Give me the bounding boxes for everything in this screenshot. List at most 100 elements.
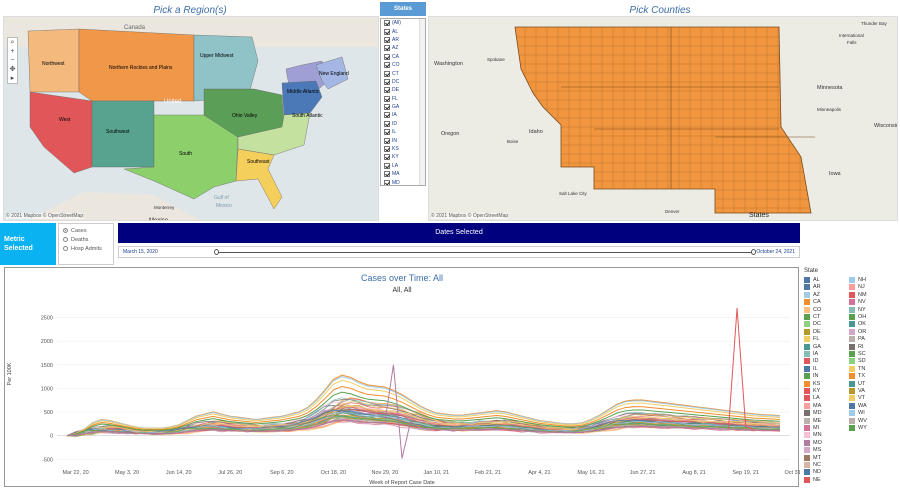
zoom-in-icon[interactable]: + [10,48,15,55]
legend-item-or[interactable]: OR [849,328,866,335]
checkbox-checked-icon[interactable] [384,36,390,43]
legend-item-sc[interactable]: SC [849,351,866,357]
checkbox-checked-icon[interactable] [384,78,390,85]
series-peak-line-mo[interactable] [66,364,781,459]
legend-item-mi[interactable]: MI [804,425,819,431]
state-filter-item[interactable]: FL [381,95,425,103]
legend-item-wy[interactable]: WY [849,425,867,431]
legend-item-nh[interactable]: NH [849,277,866,283]
slider-handle-start[interactable] [214,249,219,255]
state-filter-item[interactable]: MA [381,170,425,178]
map-zoom-controls[interactable]: ⌕ + − ✥ ▸ [7,37,18,84]
region-middle-atlantic[interactable] [281,80,323,116]
series-line-vt[interactable] [66,401,781,437]
legend-item-ca[interactable]: CA [804,299,821,306]
checkbox-checked-icon[interactable] [384,20,390,27]
checkbox-checked-icon[interactable] [384,146,390,153]
state-filter-item[interactable]: (All) [381,19,425,27]
states-filter-header[interactable]: States [380,2,426,16]
metric-option-hosp-admits[interactable]: Hosp Admits [63,244,109,253]
checkbox-checked-icon[interactable] [384,104,390,111]
legend-item-il[interactable]: IL [804,365,818,372]
state-filter-item[interactable]: ID [381,120,425,128]
state-filter-item[interactable]: DC [381,78,425,86]
state-filter-item[interactable]: MD [381,178,425,185]
states-scrollbar[interactable] [419,19,425,185]
series-peak-line-az[interactable] [66,376,781,437]
state-filter-item[interactable]: IN [381,136,425,144]
legend-item-me[interactable]: ME [804,417,821,424]
metric-radio-group[interactable]: Cases Deaths Hosp Admits [58,223,114,265]
state-filter-item[interactable]: KY [381,153,425,161]
legend-item-md[interactable]: MD [804,410,822,417]
legend-item-ne[interactable]: NE [804,476,821,483]
checkbox-checked-icon[interactable] [384,62,390,69]
select-arrow-icon[interactable]: ▸ [10,75,15,82]
legend-item-ga[interactable]: GA [804,343,821,350]
legend-item-in[interactable]: IN [804,373,819,380]
radio-icon[interactable] [63,237,68,242]
state-filter-item[interactable]: KS [381,145,425,153]
series-line-wy[interactable] [66,414,781,437]
legend-item-mn[interactable]: MN [804,432,822,439]
state-filter-item[interactable]: CO [381,61,425,69]
legend-item-ky[interactable]: KY [804,388,820,394]
legend-item-al[interactable]: AL [804,277,820,283]
state-filter-item[interactable]: IA [381,111,425,119]
checkbox-checked-icon[interactable] [384,70,390,77]
legend-item-ny[interactable]: NY [849,306,866,313]
legend-item-tx[interactable]: TX [849,373,865,380]
radio-icon[interactable] [63,228,68,233]
legend-item-nj[interactable]: NJ [849,284,865,291]
legend-item-dc[interactable]: DC [804,321,821,328]
checkbox-checked-icon[interactable] [384,112,390,119]
legend-item-sd[interactable]: SD [849,358,866,365]
state-filter-item[interactable]: CT [381,69,425,77]
region-new-england[interactable] [315,56,349,90]
zoom-out-icon[interactable]: − [10,57,15,64]
slider-track[interactable] [217,252,755,253]
states-filter-list[interactable]: (All) AL AR AZ CA CO CT DC DE FL GA IA ID IL IN KS KY LA M… [380,18,426,186]
legend-item-ut[interactable]: UT [849,380,865,387]
legend-item-de[interactable]: DE [804,328,821,335]
region-map[interactable]: Northwest Northern Rockies and Plains Up… [3,16,379,221]
legend-item-ar[interactable]: AR [804,284,821,291]
series-peak-line-wy[interactable] [66,391,781,437]
checkbox-checked-icon[interactable] [384,171,390,178]
slider-handle-end[interactable] [751,249,756,255]
state-filter-item[interactable]: AR [381,36,425,44]
map-search-icon[interactable]: ⌕ [10,39,15,46]
checkbox-checked-icon[interactable] [384,45,390,52]
legend-item-mt[interactable]: MT [804,454,821,461]
region-upper-midwest[interactable] [193,34,259,102]
checkbox-checked-icon[interactable] [384,179,390,185]
legend-item-ks[interactable]: KS [804,380,820,387]
legend-item-mo[interactable]: MO [804,439,822,446]
state-filter-item[interactable]: GA [381,103,425,111]
legend-item-nm[interactable]: NM [849,291,867,298]
state-filter-item[interactable]: IL [381,128,425,136]
legend-item-wv[interactable]: WV [849,417,867,424]
legend-item-vt[interactable]: VT [849,395,865,402]
state-filter-item[interactable]: LA [381,162,425,170]
checkbox-checked-icon[interactable] [384,28,390,35]
legend-item-va[interactable]: VA [849,388,865,394]
legend-item-co[interactable]: CO [804,306,821,313]
legend-item-ct[interactable]: CT [804,314,820,320]
legend-item-nd[interactable]: ND [804,469,821,476]
legend-item-ok[interactable]: OK [849,321,866,328]
checkbox-checked-icon[interactable] [384,87,390,94]
series-line-wi[interactable] [66,412,781,437]
legend-item-ma[interactable]: MA [804,402,821,409]
legend-item-wa[interactable]: WA [849,402,867,409]
checkbox-checked-icon[interactable] [384,53,390,60]
legend-item-ms[interactable]: MS [804,447,821,454]
pan-icon[interactable]: ✥ [9,66,16,73]
state-filter-item[interactable]: AL [381,27,425,35]
state-filter-item[interactable]: AZ [381,44,425,52]
legend-item-oh[interactable]: OH [849,314,866,320]
checkbox-checked-icon[interactable] [384,162,390,169]
checkbox-checked-icon[interactable] [384,95,390,102]
region-southeast[interactable] [235,148,283,210]
metric-option-deaths[interactable]: Deaths [63,235,109,244]
